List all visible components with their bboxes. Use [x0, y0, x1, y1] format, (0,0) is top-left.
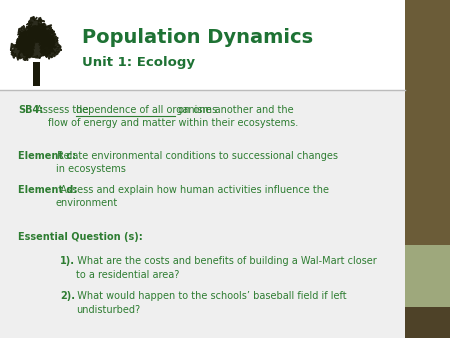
Text: What would happen to the schools’ baseball field if left: What would happen to the schools’ baseba…	[71, 291, 346, 301]
Text: 1).: 1).	[60, 256, 75, 266]
Polygon shape	[40, 38, 62, 59]
Bar	[0, 0, 405, 90]
Text: on one another and the: on one another and the	[175, 105, 293, 115]
Polygon shape	[15, 28, 56, 59]
Text: Relate environmental conditions to successional changes: Relate environmental conditions to succe…	[54, 151, 338, 161]
Polygon shape	[16, 31, 35, 51]
Text: in ecosystems: in ecosystems	[56, 164, 126, 174]
Text: Population Dynamics: Population Dynamics	[82, 28, 313, 47]
Text: Assess the: Assess the	[32, 105, 91, 115]
Polygon shape	[27, 17, 46, 35]
Bar	[405, 307, 450, 338]
Text: flow of energy and matter within their ecosystems.: flow of energy and matter within their e…	[48, 119, 298, 128]
Text: What are the costs and benefits of building a Wal-Mart closer: What are the costs and benefits of build…	[71, 256, 377, 266]
Text: Assess and explain how human activities influence the: Assess and explain how human activities …	[54, 185, 329, 195]
Text: 2).: 2).	[60, 291, 75, 301]
Polygon shape	[31, 23, 54, 43]
Text: SB4:: SB4:	[18, 105, 43, 115]
Text: Element d:: Element d:	[18, 185, 77, 195]
Bar	[405, 0, 450, 245]
Polygon shape	[36, 29, 58, 48]
Text: Unit 1: Ecology: Unit 1: Ecology	[82, 56, 195, 69]
Text: Element c:: Element c:	[18, 151, 76, 161]
Text: Essential Question (s):: Essential Question (s):	[18, 232, 143, 242]
Text: to a residential area?: to a residential area?	[76, 270, 180, 280]
Bar	[405, 245, 450, 307]
Text: environment: environment	[56, 198, 118, 208]
Polygon shape	[18, 25, 40, 45]
Bar	[33, 62, 40, 86]
Polygon shape	[10, 40, 35, 61]
Text: dependence of all organisms: dependence of all organisms	[76, 105, 217, 115]
Text: undisturbed?: undisturbed?	[76, 305, 140, 315]
